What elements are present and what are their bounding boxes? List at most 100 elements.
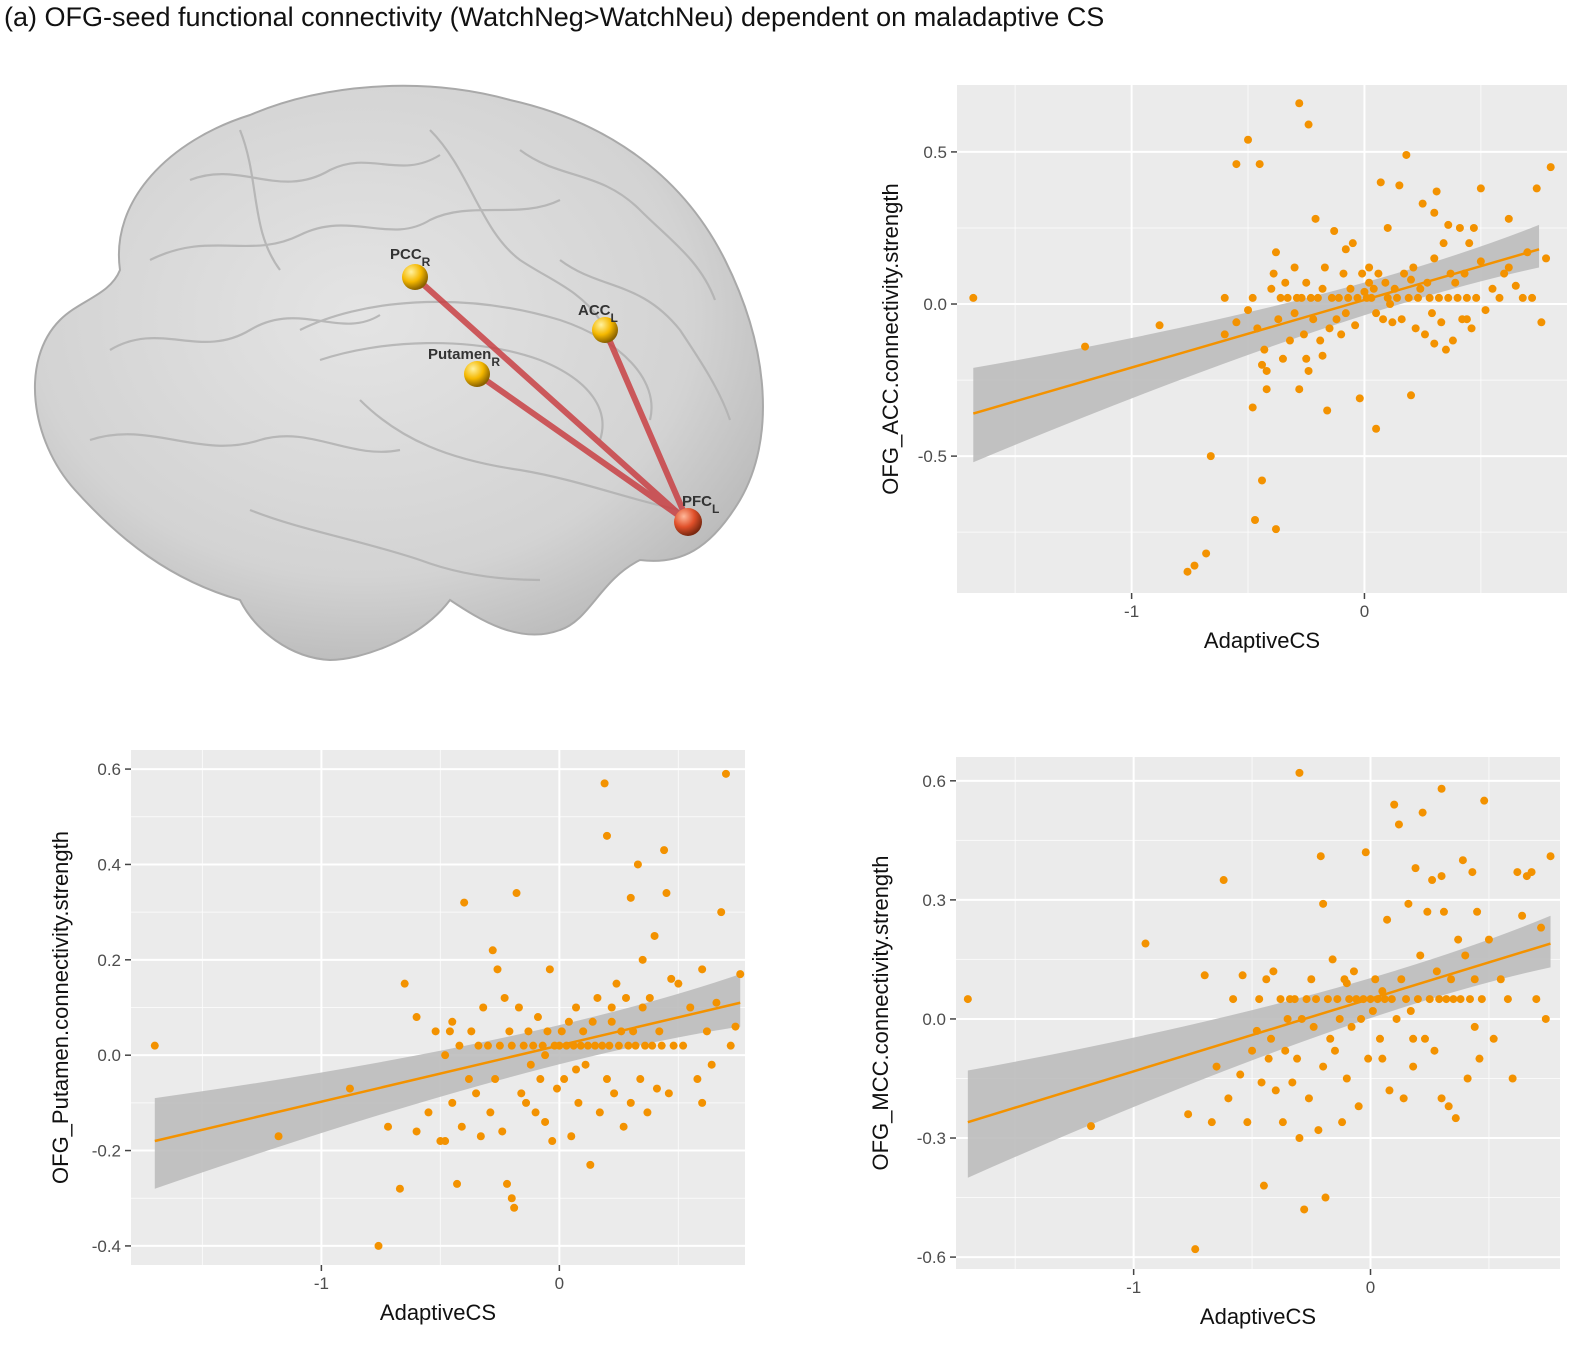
data-point — [1444, 220, 1453, 229]
data-point — [1409, 263, 1418, 272]
data-point — [510, 1203, 519, 1212]
x-tick-label: 0 — [555, 1274, 564, 1293]
connectivity-edges — [412, 274, 691, 525]
data-point — [1365, 263, 1374, 272]
data-point — [1425, 293, 1434, 302]
data-point — [1361, 848, 1370, 857]
data-point — [1283, 1014, 1292, 1023]
data-point — [1364, 1054, 1373, 1063]
data-point — [1313, 293, 1322, 302]
data-point — [1360, 287, 1369, 296]
data-point — [583, 1041, 592, 1050]
data-point — [345, 1084, 354, 1093]
data-point — [1392, 1014, 1401, 1023]
data-point — [1351, 321, 1360, 330]
data-point — [1413, 995, 1422, 1004]
data-point — [1442, 995, 1451, 1004]
data-point — [1508, 1074, 1517, 1083]
data-point — [1184, 1110, 1193, 1119]
data-point — [1447, 975, 1456, 984]
data-point — [441, 1137, 450, 1146]
data-point — [1293, 1054, 1302, 1063]
data-point — [1262, 975, 1271, 984]
data-point — [493, 965, 502, 974]
data-point — [1190, 561, 1199, 570]
data-point — [1411, 864, 1420, 873]
data-point — [1183, 567, 1192, 576]
data-point — [1304, 366, 1313, 375]
data-point — [1467, 324, 1476, 333]
data-point — [605, 1041, 614, 1050]
data-point — [424, 1108, 433, 1117]
data-point — [1409, 1062, 1418, 1071]
data-point — [1319, 899, 1328, 908]
data-point — [1444, 1102, 1453, 1111]
data-point — [1404, 899, 1413, 908]
data-point — [1393, 293, 1402, 302]
data-point — [576, 1041, 585, 1050]
data-point — [1258, 476, 1266, 485]
data-point — [643, 1108, 652, 1117]
data-point — [1299, 330, 1308, 339]
data-point — [1316, 852, 1325, 861]
x-axis-label: AdaptiveCS — [1200, 1304, 1316, 1329]
data-point — [1390, 800, 1399, 809]
data-point — [1342, 979, 1351, 988]
data-point — [412, 1127, 421, 1136]
y-tick-label: -0.5 — [918, 447, 947, 466]
data-point — [1383, 223, 1392, 232]
data-point — [1347, 1022, 1356, 1031]
data-point — [1269, 967, 1278, 976]
data-point — [736, 970, 745, 979]
data-point — [572, 1003, 581, 1012]
y-tick-label: -0.6 — [917, 1248, 946, 1267]
x-tick-label: 0 — [1360, 602, 1369, 621]
data-point — [1337, 330, 1346, 339]
data-point — [1418, 808, 1427, 817]
data-point — [1541, 1014, 1550, 1023]
data-point — [648, 1041, 657, 1050]
data-point — [400, 979, 409, 988]
data-point — [641, 1041, 650, 1050]
x-tick-label: -1 — [1126, 1278, 1141, 1297]
data-point — [1469, 223, 1478, 232]
y-tick-label: 0.0 — [923, 295, 947, 314]
data-point — [1372, 309, 1381, 318]
data-point — [488, 946, 497, 955]
data-point — [1451, 1114, 1460, 1123]
data-point — [662, 889, 671, 898]
scatter-points — [969, 99, 1555, 576]
data-point — [645, 993, 654, 1002]
data-point — [1504, 263, 1513, 272]
data-point — [412, 1013, 421, 1022]
regression-line — [972, 248, 1540, 415]
data-point — [1532, 995, 1541, 1004]
data-point — [1274, 315, 1283, 324]
data-point — [536, 1075, 545, 1084]
data-point — [1376, 178, 1385, 187]
data-point — [1423, 907, 1432, 916]
data-point — [512, 889, 521, 898]
data-point — [1278, 1118, 1287, 1127]
brain-sulci — [89, 129, 732, 582]
data-point — [1087, 1122, 1096, 1131]
x-axis-label: AdaptiveCS — [1204, 628, 1320, 653]
data-point — [1269, 269, 1278, 278]
data-point — [1251, 515, 1260, 524]
data-point — [650, 931, 659, 940]
data-point — [1220, 293, 1229, 302]
data-point — [652, 1084, 661, 1093]
data-point — [514, 1003, 523, 1012]
data-point — [1302, 995, 1311, 1004]
data-point — [595, 1108, 604, 1117]
x-tick-label: -1 — [1124, 602, 1139, 621]
data-point — [1380, 995, 1389, 1004]
data-point — [1311, 214, 1320, 223]
data-point — [560, 1075, 569, 1084]
data-point — [1321, 1193, 1330, 1202]
data-point — [1404, 293, 1413, 302]
data-point — [1397, 975, 1406, 984]
data-point — [600, 779, 609, 788]
data-point — [483, 1041, 492, 1050]
regression-line — [967, 942, 1551, 1124]
